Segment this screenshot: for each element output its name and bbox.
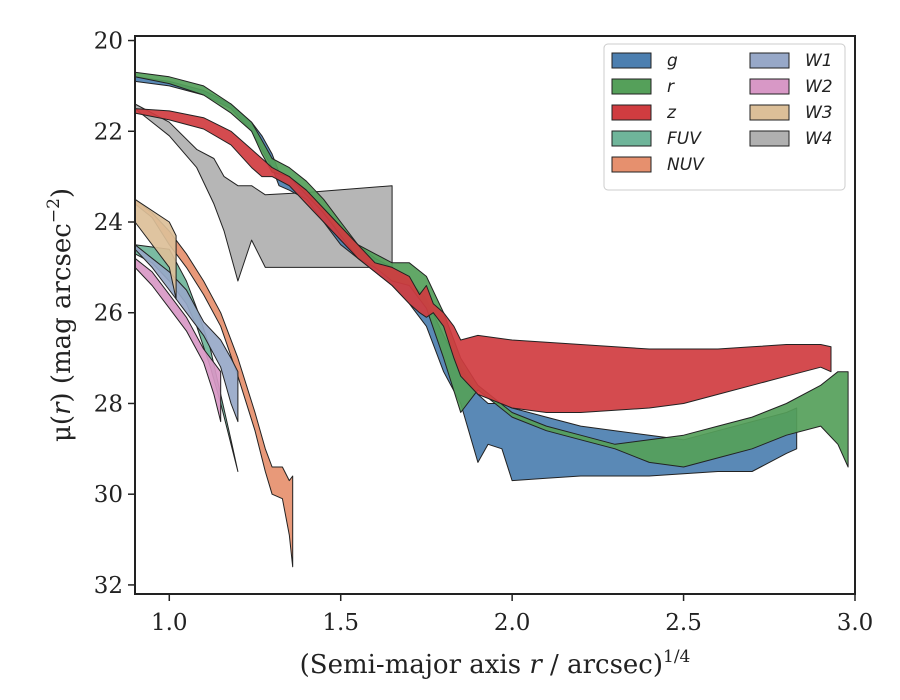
legend-label-w4: W4 [805, 129, 833, 149]
y-tick-label: 26 [94, 301, 123, 327]
plot-frame [134, 35, 856, 595]
band-z [134, 108, 832, 413]
x-axis-label-exp: 1/4 [663, 647, 690, 667]
x-axis-label-main: (Semi-major axis [300, 650, 530, 680]
y-axis-label: μ(r) (mag arcsec−2) [44, 188, 77, 442]
y-axis-label-tail: ) (mag arcsec [47, 223, 77, 402]
legend-label-w3: W3 [805, 103, 833, 123]
y-axis-label-close: ) [47, 188, 77, 198]
y-tick-label: 32 [94, 573, 123, 599]
y-axis-label-exp: −2 [44, 198, 64, 223]
legend-label-w2: W2 [805, 77, 833, 97]
x-axis-label-var: r [529, 650, 543, 680]
y-axis: 20 22 24 26 28 30 32 [94, 29, 135, 599]
x-tick-label: 2.0 [494, 610, 531, 636]
x-tick-label: 2.5 [665, 610, 702, 636]
x-tick-label: 1.5 [322, 610, 359, 636]
legend-label-fuv: FUV [667, 129, 702, 149]
legend-label-w1: W1 [805, 51, 833, 71]
y-tick-label: 30 [94, 482, 123, 508]
legend-swatch-fuv [611, 130, 652, 147]
legend-swatch-w4 [749, 130, 790, 147]
x-tick-label: 1.0 [151, 610, 188, 636]
y-axis-label-main: μ( [47, 415, 77, 442]
legend-swatch-w2 [749, 78, 790, 95]
legend-swatch-w3 [749, 104, 790, 121]
x-axis-label: (Semi-major axis r / arcsec)1/4 [300, 647, 691, 680]
y-tick-label: 20 [94, 29, 123, 55]
x-tick-label: 3.0 [837, 610, 874, 636]
legend-swatch-w1 [749, 52, 790, 69]
x-axis: 1.0 1.5 2.0 2.5 3.0 [151, 594, 873, 636]
y-axis-label-var: r [47, 401, 77, 415]
legend-label-g: g [667, 51, 678, 71]
legend-label-r: r [667, 77, 675, 97]
legend-label-nuv: NUV [667, 155, 705, 175]
legend-label-z: z [666, 103, 677, 123]
band-w1 [134, 244, 239, 423]
y-tick-label: 22 [94, 119, 123, 145]
legend-swatch-z [611, 104, 652, 121]
legend: grz FUV NUV W1 W2 W3 W4 [603, 43, 846, 191]
band-nuv [134, 198, 294, 568]
y-tick-label: 24 [94, 210, 123, 236]
legend-swatch-nuv [611, 156, 652, 173]
y-tick-label: 28 [94, 391, 123, 417]
band-w2 [134, 257, 222, 423]
x-axis-label-tail: / arcsec) [542, 650, 663, 680]
legend-swatch-r [611, 78, 652, 95]
legend-swatch-g [611, 52, 652, 69]
